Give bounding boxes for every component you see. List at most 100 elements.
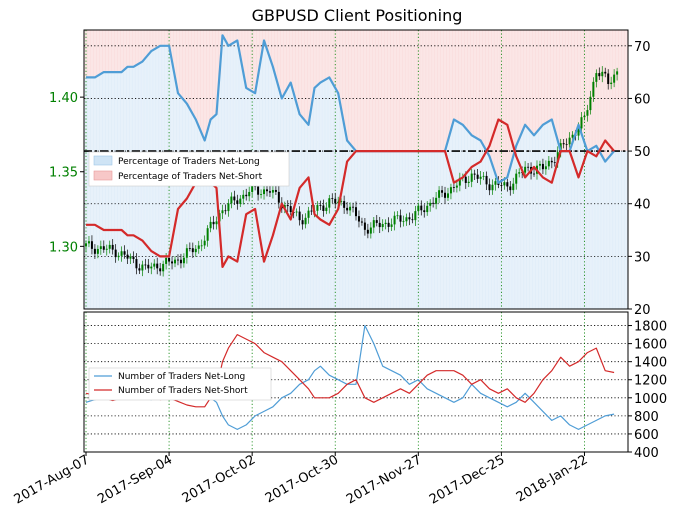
price-candle-body — [102, 246, 105, 250]
net-short-pct-bar — [372, 30, 376, 152]
net-short-pct-bar — [502, 30, 507, 180]
net-long-pct-bar — [108, 72, 112, 309]
net-long-pct-bar — [99, 73, 103, 309]
net-long-pct-bar — [615, 151, 619, 309]
price-candle-body — [432, 202, 435, 204]
net-long-pct-bar — [582, 142, 587, 309]
net-long-pct-bar — [482, 145, 486, 309]
price-candle-body — [598, 73, 601, 77]
net-short-pct-bar — [493, 30, 498, 174]
net-long-pct-bar — [476, 138, 480, 309]
net-long-pct-bar — [624, 151, 628, 309]
net-short-pct-bar — [253, 30, 258, 94]
net-long-pct-bar — [600, 156, 605, 309]
price-candle-body — [414, 211, 417, 221]
net-short-pct-bar — [114, 30, 118, 73]
bottom-panel-trader-counts: 400 600 800 1000 1200 1400 1600 1800 Number of … — [83, 311, 667, 461]
count-tick-label: 1200 — [634, 374, 667, 389]
net-short-pct-bar — [292, 30, 296, 94]
price-candle-body — [197, 245, 200, 249]
price-candle-body — [105, 248, 108, 250]
legend-label-net-long-pct: Percentage of Traders Net-Long — [118, 157, 260, 167]
price-candle-body — [491, 184, 494, 191]
price-candle-body — [577, 128, 580, 136]
net-long-pct-bar — [289, 82, 293, 309]
price-candle-body — [230, 196, 233, 204]
net-short-pct-bar — [381, 30, 385, 152]
net-long-pct-bar — [603, 161, 608, 309]
net-short-pct-bar — [407, 30, 412, 152]
net-short-pct-bar — [197, 30, 201, 127]
net-short-pct-bar — [600, 30, 605, 157]
net-long-pct-bar — [96, 75, 100, 309]
price-candle-body — [334, 198, 337, 204]
price-candle-body — [251, 183, 254, 192]
price-candle-body — [500, 184, 503, 186]
net-short-pct-bar — [96, 30, 100, 76]
net-long-pct-bar — [446, 140, 450, 309]
price-candle-body — [90, 241, 93, 249]
net-short-pct-bar — [194, 30, 198, 120]
net-short-pct-bar — [298, 30, 302, 115]
net-long-pct-bar — [292, 93, 296, 309]
net-short-pct-bar — [526, 30, 530, 129]
price-candle-body — [304, 217, 307, 225]
net-long-pct-bar — [173, 77, 177, 309]
price-candle-body — [147, 264, 150, 269]
net-long-pct-bar — [559, 151, 563, 309]
legend-swatch-net-short-pct — [93, 170, 113, 181]
price-candle-body — [509, 186, 512, 191]
net-short-pct-bar — [360, 30, 364, 152]
price-candle-body — [375, 220, 378, 223]
price-candle-body — [93, 248, 96, 254]
net-short-pct-bar — [161, 30, 166, 46]
price-candle-body — [188, 248, 191, 250]
net-short-pct-bar — [90, 30, 94, 78]
price-candle-body — [268, 191, 271, 193]
net-short-pct-bar — [235, 30, 240, 41]
price-candle-body — [458, 177, 461, 186]
net-long-pct-bar — [541, 124, 545, 309]
net-long-pct-bar — [449, 130, 453, 309]
net-long-pct-bar — [312, 87, 317, 309]
net-short-pct-bar — [244, 30, 249, 88]
net-short-pct-bar — [624, 30, 628, 152]
price-candle-body — [257, 186, 260, 195]
net-long-pct-bar — [191, 114, 195, 309]
price-candle-body — [242, 194, 245, 199]
net-short-pct-bar — [105, 30, 109, 73]
net-short-pct-bar — [120, 30, 124, 73]
net-short-pct-bar — [568, 30, 572, 152]
net-long-pct-line — [86, 34, 615, 184]
count-tick-label: 1800 — [634, 320, 667, 335]
price-candle-body — [393, 215, 396, 225]
net-short-pct-bar — [422, 30, 427, 152]
net-short-pct-bar — [488, 30, 492, 157]
price-candle-body — [524, 166, 527, 173]
net-long-pct-bar — [360, 151, 364, 309]
price-candle-body — [426, 205, 429, 213]
legend-label-net-short-pct: Percentage of Traders Net-Short — [118, 172, 263, 182]
net-long-pct-bar — [384, 151, 388, 309]
price-candle-body — [538, 163, 541, 166]
net-short-pct-bar — [129, 30, 133, 67]
price-candle-body — [506, 182, 509, 187]
net-long-pct-bar — [588, 149, 593, 309]
price-candle-body — [346, 207, 349, 211]
net-long-pct-bar — [375, 151, 379, 309]
price-candle-body — [132, 256, 135, 260]
net-short-pct-bar — [188, 30, 192, 109]
net-short-pct-bar — [111, 30, 115, 73]
net-long-pct-bar — [597, 151, 602, 309]
net-short-pct-bar — [321, 30, 326, 81]
net-short-pct-bar — [99, 30, 103, 74]
price-candle-body — [271, 189, 274, 193]
net-short-pct-bar — [621, 30, 625, 152]
price-candle-body — [191, 248, 194, 253]
net-long-pct-bar — [609, 154, 614, 309]
net-short-pct-bar — [351, 30, 355, 148]
pct-tick-label: 30 — [634, 250, 651, 265]
price-candle-body — [488, 184, 491, 191]
net-short-pct-bar — [301, 30, 305, 118]
price-candle-body — [452, 187, 455, 188]
